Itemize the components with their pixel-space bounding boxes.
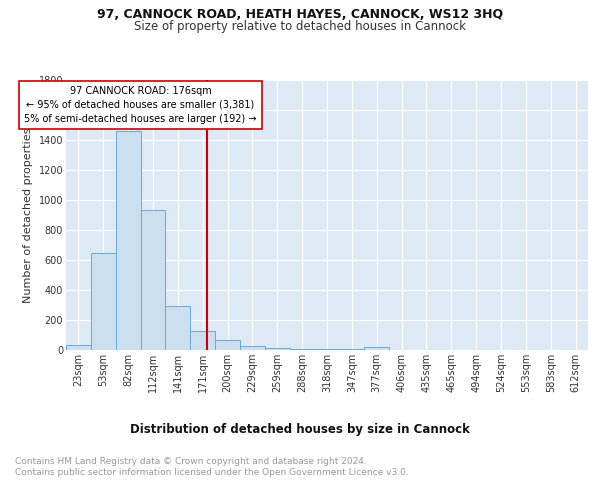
Bar xyxy=(215,340,240,350)
Bar xyxy=(290,349,314,350)
Text: 97, CANNOCK ROAD, HEATH HAYES, CANNOCK, WS12 3HQ: 97, CANNOCK ROAD, HEATH HAYES, CANNOCK, … xyxy=(97,8,503,20)
Bar xyxy=(240,346,265,350)
Text: Distribution of detached houses by size in Cannock: Distribution of detached houses by size … xyxy=(130,422,470,436)
Bar xyxy=(140,210,166,350)
Bar xyxy=(265,348,290,350)
Y-axis label: Number of detached properties: Number of detached properties xyxy=(23,128,33,302)
Text: Size of property relative to detached houses in Cannock: Size of property relative to detached ho… xyxy=(134,20,466,33)
Bar xyxy=(116,131,140,350)
Text: 97 CANNOCK ROAD: 176sqm
← 95% of detached houses are smaller (3,381)
5% of semi-: 97 CANNOCK ROAD: 176sqm ← 95% of detache… xyxy=(25,86,257,124)
Bar xyxy=(364,347,389,350)
Bar xyxy=(66,345,91,350)
Bar xyxy=(340,349,364,350)
Bar xyxy=(91,253,116,350)
Bar xyxy=(314,349,340,350)
Text: Contains HM Land Registry data © Crown copyright and database right 2024.
Contai: Contains HM Land Registry data © Crown c… xyxy=(15,458,409,477)
Bar xyxy=(190,330,215,350)
Bar xyxy=(166,306,190,350)
